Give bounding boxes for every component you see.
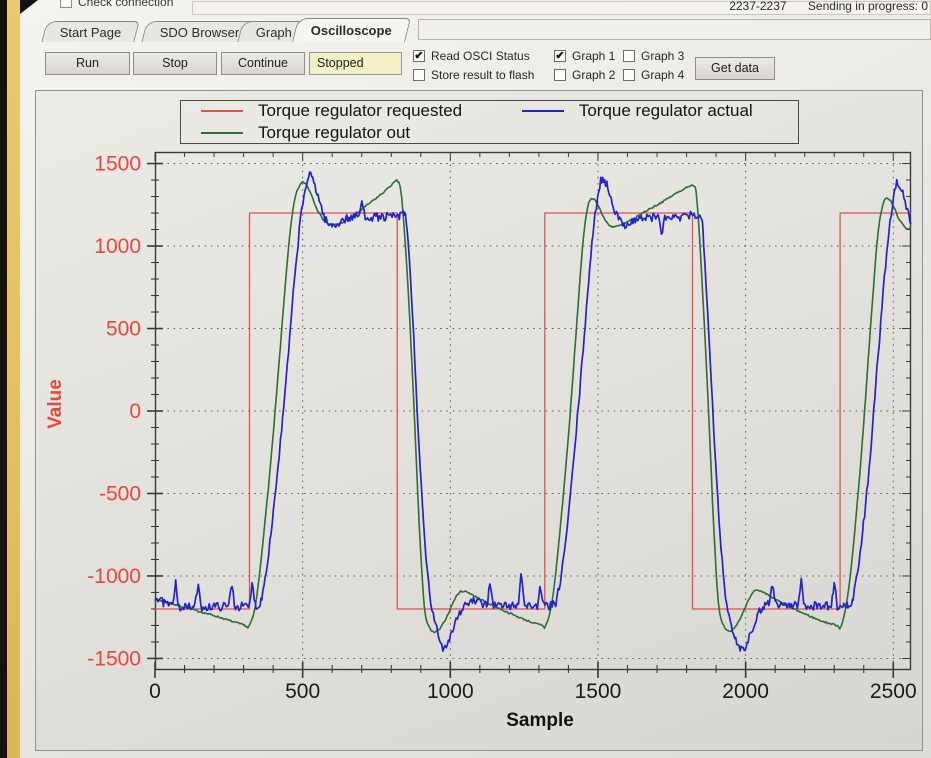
svg-text:1000: 1000 <box>94 235 141 258</box>
store-result-checkbox[interactable] <box>413 69 425 81</box>
chart-legend: Torque regulator requested Torque regula… <box>180 100 799 144</box>
svg-text:-500: -500 <box>99 482 141 505</box>
stop-button[interactable]: Stop <box>133 52 217 75</box>
check-connection-label: Check connection <box>78 0 174 9</box>
photo-bezel-strip <box>7 0 20 758</box>
y-axis-title: Value <box>45 379 66 429</box>
svg-text:-1500: -1500 <box>87 647 141 670</box>
svg-text:0: 0 <box>129 400 141 423</box>
store-result-row[interactable]: Store result to flash <box>413 68 534 82</box>
get-data-button[interactable]: Get data <box>695 57 775 80</box>
graph3-row[interactable]: Graph 3 <box>623 49 684 63</box>
graph3-checkbox[interactable] <box>623 50 635 62</box>
legend-item-requested: Torque regulator requested <box>181 101 502 121</box>
scope-state-field[interactable]: Stopped <box>309 52 402 75</box>
tab-bar-filler <box>418 19 931 40</box>
run-button[interactable]: Run <box>45 52 130 75</box>
svg-text:-1000: -1000 <box>87 565 141 588</box>
oscilloscope-toolbar: Run Stop Continue Stopped ✔ Read OSCI St… <box>20 44 931 88</box>
out-line-swatch <box>201 132 243 134</box>
top-groove-panel: 2237-2237 Sending in progress: 0 <box>192 0 931 15</box>
graph2-row[interactable]: Graph 2 <box>554 68 615 82</box>
svg-text:500: 500 <box>106 318 141 341</box>
status-text: 2237-2237 Sending in progress: 0 <box>711 0 928 13</box>
x-axis-title: Sample <box>506 710 574 731</box>
graph1-row[interactable]: ✔ Graph 1 <box>554 49 616 63</box>
status-range: 2237-2237 <box>729 0 787 13</box>
read-osci-status-checkbox[interactable]: ✔ <box>413 50 425 62</box>
actual-line-swatch <box>521 110 564 112</box>
svg-text:0: 0 <box>149 680 161 703</box>
legend-item-actual: Torque regulator actual <box>502 101 798 121</box>
graph4-checkbox[interactable] <box>623 69 635 81</box>
read-osci-status-row[interactable]: ✔ Read OSCI Status <box>413 49 530 63</box>
tab-bar: Start Page SDO Browser Graph Oscilloscop… <box>20 18 931 42</box>
requested-line-swatch <box>201 110 243 112</box>
tab-start-page[interactable]: Start Page <box>41 21 141 42</box>
tab-oscilloscope[interactable]: Oscilloscope <box>292 18 411 42</box>
status-message: Sending in progress: 0 <box>807 0 928 13</box>
check-connection-checkbox[interactable] <box>60 0 72 8</box>
svg-text:1500: 1500 <box>94 153 141 176</box>
legend-item-out: Torque regulator out <box>181 123 502 143</box>
svg-text:1000: 1000 <box>427 680 474 703</box>
svg-text:2000: 2000 <box>722 680 769 703</box>
graph2-checkbox[interactable] <box>554 69 566 81</box>
svg-text:2500: 2500 <box>870 680 917 703</box>
graph1-checkbox[interactable]: ✔ <box>554 50 566 62</box>
graph4-row[interactable]: Graph 4 <box>623 68 684 82</box>
svg-text:1500: 1500 <box>575 680 622 703</box>
svg-text:500: 500 <box>285 680 320 703</box>
oscilloscope-plot: -1500 -1000 -500 0 500 1000 1500 0 500 1000 1500 20… <box>87 151 917 703</box>
top-status-strip: Check connection 2237-2237 Sending in pr… <box>20 0 931 16</box>
continue-button[interactable]: Continue <box>221 52 305 75</box>
oscilloscope-panel <box>35 90 923 751</box>
